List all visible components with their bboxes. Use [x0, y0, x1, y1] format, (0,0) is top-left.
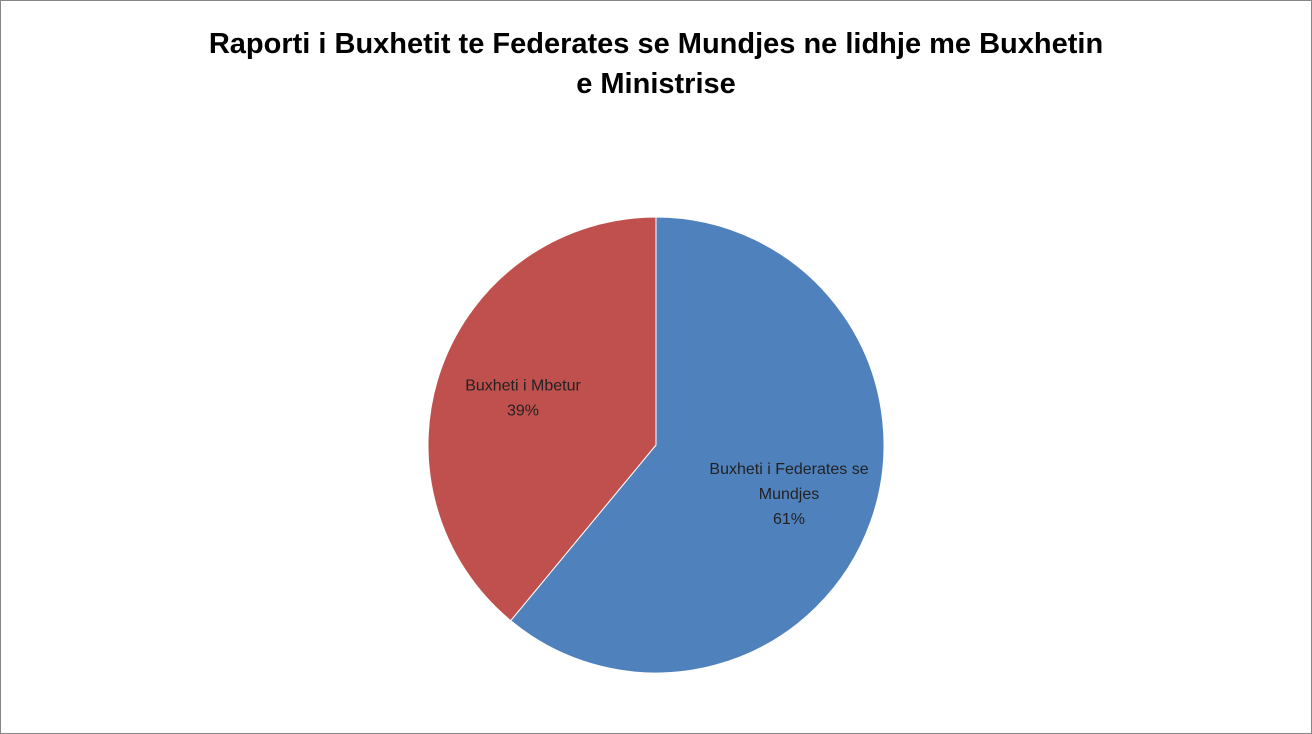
pie-slice-1: [509, 216, 885, 674]
pie-slice-1-label: Buxheti i Federates se Mundjes 61%: [709, 461, 868, 528]
slice-category-label: Mundjes: [759, 486, 819, 503]
slice-percent-label: 39%: [507, 403, 539, 420]
pie-slice-2: [427, 216, 657, 622]
slice-category-label: Buxheti i Federates se: [709, 461, 868, 478]
chart-title-line-1: Raporti i Buxhetit te Federates se Mundj…: [208, 28, 1104, 60]
pie-slice-2-label: Buxheti i Mbetur 39%: [465, 378, 581, 420]
chart-title: Raporti i Buxhetit te Federates se Mundj…: [0, 24, 1312, 104]
chart-title-line-2: e Ministrise: [576, 68, 736, 100]
slice-category-label: Buxheti i Mbetur: [465, 378, 581, 395]
slice-percent-label: 61%: [773, 511, 805, 528]
